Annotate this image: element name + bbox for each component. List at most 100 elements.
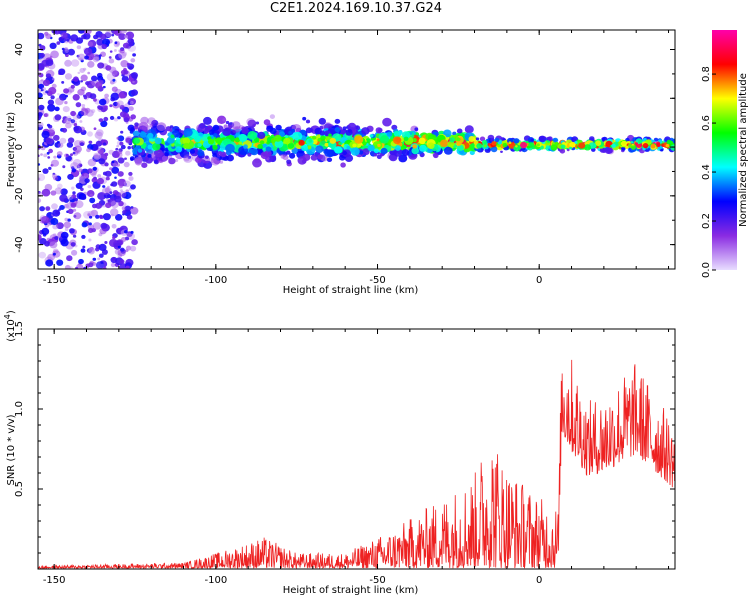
heatmap-cell: [79, 164, 83, 167]
heatmap-cell: [212, 124, 220, 131]
heatmap-cell: [111, 166, 120, 174]
heatmap-cell: [123, 180, 131, 188]
heatmap-cell: [201, 155, 211, 164]
heatmap-cell: [41, 216, 50, 224]
heatmap-cell: [72, 94, 80, 101]
heatmap-cell: [134, 156, 143, 165]
heatmap-cell: [119, 48, 125, 54]
heatmap-cell: [97, 79, 104, 86]
heatmap-cell: [79, 68, 85, 73]
heatmap-cell: [292, 131, 303, 141]
heatmap-cell: [105, 30, 112, 37]
heatmap-cell: [139, 131, 147, 138]
x-tick-label: 0: [536, 575, 542, 586]
heatmap-cell: [67, 194, 74, 201]
heatmap-cell: [642, 143, 649, 149]
heatmap-cell: [367, 144, 375, 152]
heatmap-cell: [113, 101, 118, 107]
heatmap-cell: [433, 152, 439, 159]
y-axis-label: Frequency (Hz): [6, 112, 17, 188]
heatmap-cell: [93, 34, 99, 40]
heatmap-cell: [419, 144, 427, 152]
heatmap-cell: [83, 47, 93, 56]
heatmap-cell: [87, 61, 95, 68]
heatmap-cell: [63, 221, 71, 229]
heatmap-cell: [98, 253, 104, 258]
heatmap-cell: [87, 131, 93, 137]
heatmap-cell: [620, 140, 628, 147]
heatmap-cell: [104, 152, 109, 157]
heatmap-cell: [104, 170, 112, 177]
heatmap-cell: [500, 150, 503, 153]
heatmap-cell: [104, 241, 108, 244]
heatmap-cell: [75, 149, 81, 155]
heatmap-cell: [536, 143, 540, 147]
heatmap-cell: [51, 173, 58, 179]
heatmap-cell: [87, 41, 94, 47]
heatmap-cell: [483, 144, 487, 148]
y-tick-label: 1.5: [14, 321, 25, 337]
heatmap-cell: [117, 245, 121, 249]
heatmap-cell: [38, 234, 42, 241]
heatmap-cell: [154, 159, 158, 164]
heatmap-cell: [373, 148, 379, 154]
heatmap-cell: [38, 177, 41, 181]
heatmap-cell: [52, 78, 55, 81]
heatmap-cell: [427, 148, 433, 154]
heatmap-cell: [379, 135, 390, 144]
heatmap-cell: [72, 151, 76, 155]
heatmap-cell: [502, 142, 508, 148]
heatmap-cell: [402, 145, 407, 149]
heatmap-cell: [569, 141, 576, 148]
heatmap-cell: [70, 119, 76, 124]
heatmap-cell: [64, 227, 69, 231]
heatmap-cell: [329, 137, 337, 144]
heatmap-cell: [222, 118, 227, 122]
heatmap-cell: [345, 129, 353, 136]
heatmap-cell: [96, 177, 104, 185]
heatmap-cell: [40, 145, 46, 151]
heatmap-cell: [231, 121, 241, 130]
heatmap-cell: [74, 145, 82, 153]
heatmap-cell: [456, 128, 463, 134]
heatmap-cell: [127, 38, 135, 45]
heatmap-cell: [134, 122, 139, 127]
heatmap-cell: [490, 146, 498, 153]
heatmap-cell: [213, 133, 218, 138]
heatmap-cell: [72, 159, 82, 167]
heatmap-cell: [118, 92, 126, 99]
heatmap-cell: [47, 99, 55, 106]
heatmap-cell: [183, 155, 190, 162]
heatmap-cell: [239, 134, 248, 142]
heatmap-cell: [456, 144, 464, 152]
heatmap-cell: [120, 237, 127, 242]
heatmap-cell: [386, 131, 393, 137]
heatmap-cell: [154, 149, 163, 158]
heatmap-cell: [269, 114, 275, 119]
heatmap-cell: [62, 48, 70, 55]
heatmap-cell: [117, 135, 125, 142]
heatmap-cell: [99, 227, 107, 235]
heatmap-cell: [46, 123, 51, 127]
heatmap-cell: [545, 145, 550, 150]
heatmap-cell: [71, 194, 77, 199]
heatmap-cell: [124, 34, 129, 39]
heatmap-cell: [144, 156, 154, 164]
heatmap-cell: [342, 150, 348, 156]
heatmap-cell: [70, 110, 76, 117]
heatmap-cell: [515, 145, 518, 148]
heatmap-cell: [104, 93, 109, 99]
heatmap-cell: [141, 124, 151, 132]
heatmap-cell: [476, 143, 483, 149]
heatmap-cell: [77, 88, 85, 96]
heatmap-cell: [116, 163, 120, 167]
heatmap-cell: [129, 100, 134, 105]
heatmap-cell: [81, 234, 86, 239]
heatmap-cell: [197, 150, 205, 157]
heatmap-cell: [55, 210, 60, 215]
heatmap-cell: [87, 213, 91, 217]
heatmap-cell: [41, 87, 47, 91]
heatmap-cell: [137, 148, 143, 153]
heatmap-cell: [98, 243, 107, 251]
x-axis-label: Height of straight line (km): [283, 585, 419, 596]
